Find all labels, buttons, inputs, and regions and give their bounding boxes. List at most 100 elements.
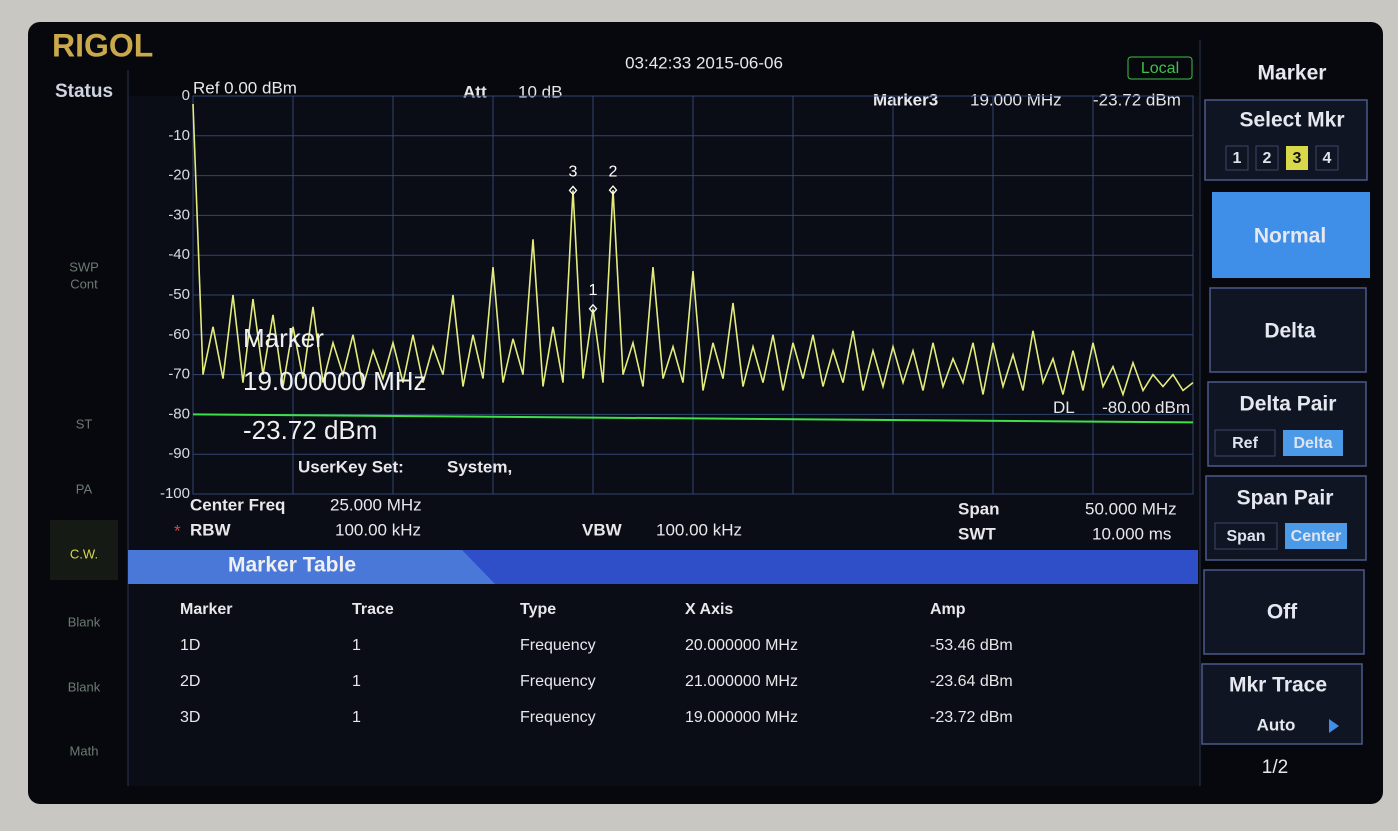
option-label: Center — [1291, 528, 1342, 545]
menu-title: Marker — [1258, 62, 1327, 85]
readout-x: 19.000 MHz — [970, 90, 1062, 109]
column-header: Type — [520, 601, 556, 618]
table-title: Marker Table — [228, 554, 356, 577]
userkey-label: UserKey Set: — [298, 457, 404, 476]
table-cell: 1 — [352, 637, 361, 654]
softkey-label: Delta Pair — [1240, 393, 1337, 416]
option-label: Ref — [1232, 435, 1258, 452]
y-tick-label: -70 — [168, 366, 190, 383]
readout-y: -23.72 dBm — [1093, 90, 1181, 109]
table-cell: 1 — [352, 673, 361, 690]
column-header: Trace — [352, 601, 394, 618]
option-group: Ref Delta — [1214, 429, 1343, 457]
softkey-label: Delta — [1264, 320, 1316, 343]
marker — [608, 185, 618, 196]
option-group: 1 2 3 4 — [1225, 145, 1339, 171]
rbw-value: 100.00 kHz — [335, 520, 421, 539]
column-header: X Axis — [685, 601, 733, 618]
vbw-label: VBW — [582, 520, 623, 539]
softkey-label: Select Mkr — [1239, 109, 1344, 132]
table-cell: -53.46 dBm — [930, 637, 1013, 654]
vbw-value: 100.00 kHz — [656, 520, 742, 539]
option-label: 4 — [1323, 150, 1332, 167]
marker-label: 1 — [589, 282, 598, 299]
center-value: 25.000 MHz — [330, 495, 422, 514]
left-item: ST — [76, 416, 93, 431]
mode-box — [1127, 56, 1193, 80]
swt-value: 10.000 ms — [1092, 524, 1171, 543]
option[interactable] — [1285, 523, 1347, 549]
left-item: Math — [70, 743, 99, 758]
softkey-label: Mkr Trace — [1229, 674, 1327, 697]
span-value: 50.000 MHz — [1085, 499, 1177, 518]
y-tick-label: -60 — [168, 326, 190, 343]
option-group: Span Center — [1214, 522, 1347, 550]
table-cell: 2D — [180, 673, 200, 690]
softkey[interactable] — [1203, 569, 1365, 655]
softkey[interactable] — [1209, 287, 1367, 373]
softkey[interactable] — [1212, 192, 1370, 278]
option[interactable] — [1214, 522, 1278, 550]
option[interactable] — [1225, 145, 1249, 171]
swt-label: SWT — [958, 524, 996, 543]
y-tick-label: -90 — [168, 445, 190, 462]
marker-label: 2 — [609, 163, 618, 180]
option[interactable] — [1283, 430, 1343, 456]
page-indicator: 1/2 — [1262, 757, 1288, 778]
softkey[interactable] — [1201, 663, 1363, 745]
overlay-x: 19.000000 MHz — [243, 366, 427, 396]
left-item: Cont — [70, 276, 98, 291]
center-label: Center Freq — [190, 495, 285, 514]
option[interactable] — [1286, 146, 1308, 170]
y-tick-label: -80 — [168, 405, 190, 422]
y-tick-label: -20 — [168, 167, 190, 184]
table-cell: 19.000000 MHz — [685, 709, 798, 726]
left-item: PA — [76, 481, 93, 496]
userkey-value: System, — [447, 457, 512, 476]
table-cell: Frequency — [520, 709, 596, 726]
marker-table: Marker Trace Type X Axis Amp 1D 1 Frequency 20.0… — [180, 601, 1013, 726]
option-label: 2 — [1263, 150, 1272, 167]
table-cell: Frequency — [520, 673, 596, 690]
span-label: Span — [958, 499, 1000, 518]
marker-label: 3 — [569, 164, 578, 181]
option[interactable] — [1255, 145, 1279, 171]
softkey-value: Auto — [1257, 715, 1296, 734]
option[interactable] — [1315, 145, 1339, 171]
option-label: Span — [1226, 528, 1265, 545]
arrow — [1329, 719, 1339, 733]
option[interactable] — [1214, 429, 1276, 457]
table-cell: 21.000000 MHz — [685, 673, 798, 690]
main-area — [128, 96, 1200, 786]
rbw-label: RBW — [190, 520, 232, 539]
mode: Local — [1141, 60, 1179, 77]
table-cell: Frequency — [520, 637, 596, 654]
softkey-label: Off — [1267, 601, 1298, 624]
y-tick-label: 0 — [182, 87, 190, 104]
left-item: SWP — [69, 259, 99, 274]
table-cell: -23.64 dBm — [930, 673, 1013, 690]
column-header: Marker — [180, 601, 232, 618]
display-line-label: DL — [1053, 398, 1075, 417]
display-line-value: -80.00 dBm — [1102, 398, 1190, 417]
status-title: Status — [55, 81, 113, 102]
option-label: 3 — [1293, 150, 1302, 167]
att-label: Att — [463, 82, 487, 101]
left-item-box — [50, 520, 118, 580]
display-line — [192, 413, 1194, 424]
ref-level: Ref 0.00 dBm — [193, 78, 297, 97]
table-tab — [128, 550, 495, 584]
marker — [568, 185, 578, 196]
table-cell: 20.000000 MHz — [685, 637, 798, 654]
option-label: 1 — [1233, 150, 1242, 167]
readout-name: Marker3 — [873, 90, 938, 109]
column-header: Amp — [930, 601, 966, 618]
table-cell: 3D — [180, 709, 200, 726]
softkey-label: Span Pair — [1237, 487, 1334, 510]
y-tick-label: -30 — [168, 206, 190, 223]
y-tick-label: -40 — [168, 246, 190, 263]
y-tick-label: -50 — [168, 286, 190, 303]
y-tick-label: -10 — [168, 127, 190, 144]
